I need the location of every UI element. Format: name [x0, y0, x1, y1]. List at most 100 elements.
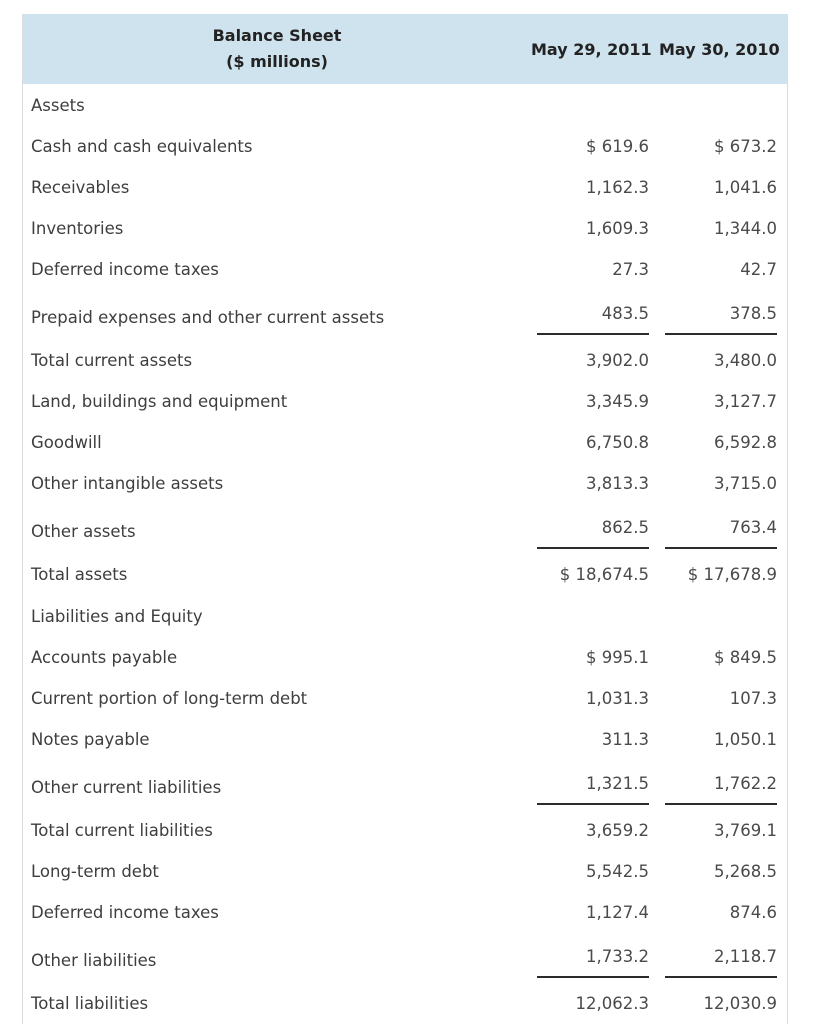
value-2011: $ 18,674.5 — [559, 565, 649, 584]
value-2011: 3,659.2 — [586, 821, 649, 840]
table-row: Total assets $ 18,674.5 $ 17,678.9 — [23, 554, 787, 595]
value-2010: 874.6 — [729, 903, 777, 922]
row-label: Goodwill — [31, 433, 102, 452]
value-2011 — [531, 595, 659, 637]
table-row: Notes payable 311.3 1,050.1 — [23, 719, 787, 760]
row-label: Other assets — [31, 521, 136, 541]
value-2010-cell: 378.5 — [659, 290, 787, 340]
table-row: Deferred income taxes 1,127.4 874.6 — [23, 892, 787, 933]
value-2010: 3,127.7 — [714, 392, 777, 411]
table-body: Assets Cash and cash equivalents $ 619.6 $ … — [23, 84, 787, 1024]
value-2011: 1,162.3 — [586, 178, 649, 197]
table-row: Total liabilities 12,062.3 12,030.9 — [23, 983, 787, 1024]
section-label: Assets — [31, 95, 85, 115]
value-2010: 12,030.9 — [703, 994, 777, 1013]
table-row: Long-term debt 5,542.5 5,268.5 — [23, 851, 787, 892]
table-row: Cash and cash equivalents $ 619.6 $ 673.2 — [23, 126, 787, 167]
row-label: Other liabilities — [31, 950, 157, 970]
row-label: Inventories — [31, 219, 124, 238]
row-label: Total current assets — [31, 351, 193, 370]
balance-sheet-table: Balance Sheet ($ millions) May 29, 2011 … — [23, 14, 787, 1024]
table-row: Inventories 1,609.3 1,344.0 — [23, 208, 787, 249]
value-2010: 378.5 — [665, 304, 777, 335]
section-label: Liabilities and Equity — [31, 606, 203, 626]
row-label: Prepaid expenses and other current asset… — [31, 307, 385, 327]
value-2010-cell: 1,762.2 — [659, 760, 787, 810]
table-row: Receivables 1,162.3 1,041.6 — [23, 167, 787, 208]
row-label: Long-term debt — [31, 862, 159, 881]
value-2011: 27.3 — [612, 260, 649, 279]
value-2011: 1,031.3 — [586, 689, 649, 708]
value-2011-cell: 862.5 — [531, 504, 659, 554]
table-header: Balance Sheet ($ millions) May 29, 2011 … — [23, 14, 787, 84]
table-row: Other intangible assets 3,813.3 3,715.0 — [23, 463, 787, 504]
value-2010: 3,480.0 — [714, 351, 777, 370]
value-2010-cell: 763.4 — [659, 504, 787, 554]
value-2010: 1,041.6 — [714, 178, 777, 197]
value-2010: 107.3 — [729, 689, 777, 708]
value-2010: $ 849.5 — [714, 648, 777, 667]
header-row: Balance Sheet ($ millions) May 29, 2011 … — [23, 14, 787, 84]
value-2011-cell: 1,321.5 — [531, 760, 659, 810]
table-row: Accounts payable $ 995.1 $ 849.5 — [23, 637, 787, 678]
value-2011: $ 995.1 — [586, 648, 649, 667]
value-2010: $ 17,678.9 — [687, 565, 777, 584]
table-title-line2: ($ millions) — [226, 52, 328, 71]
value-2010: 3,715.0 — [714, 474, 777, 493]
value-2011: 1,321.5 — [537, 774, 649, 805]
table-row: Total current assets 3,902.0 3,480.0 — [23, 340, 787, 381]
value-2011: 3,345.9 — [586, 392, 649, 411]
value-2011: 5,542.5 — [586, 862, 649, 881]
row-label: Cash and cash equivalents — [31, 137, 253, 156]
section-row: Liabilities and Equity — [23, 595, 787, 637]
table-row: Goodwill 6,750.8 6,592.8 — [23, 422, 787, 463]
value-2011: 311.3 — [601, 730, 649, 749]
value-2011: 1,733.2 — [537, 947, 649, 978]
section-row: Assets — [23, 84, 787, 126]
row-label: Deferred income taxes — [31, 903, 219, 922]
row-label: Notes payable — [31, 730, 150, 749]
row-label: Receivables — [31, 178, 130, 197]
row-label: Total current liabilities — [31, 821, 213, 840]
row-label: Deferred income taxes — [31, 260, 219, 279]
value-2010 — [659, 595, 787, 637]
value-2010: 42.7 — [740, 260, 777, 279]
value-2010: 1,344.0 — [714, 219, 777, 238]
column-header-2011: May 29, 2011 — [531, 14, 659, 84]
value-2011: 862.5 — [537, 518, 649, 549]
balance-sheet-table-container: Balance Sheet ($ millions) May 29, 2011 … — [22, 14, 788, 1024]
value-2011: 483.5 — [537, 304, 649, 335]
value-2011: $ 619.6 — [586, 137, 649, 156]
value-2010: 2,118.7 — [665, 947, 777, 978]
value-2010 — [659, 84, 787, 126]
value-2010: 1,050.1 — [714, 730, 777, 749]
value-2010: $ 673.2 — [714, 137, 777, 156]
column-header-2010: May 30, 2010 — [659, 14, 787, 84]
row-label: Total liabilities — [31, 994, 149, 1013]
row-label: Other intangible assets — [31, 474, 224, 493]
value-2011-cell: 1,733.2 — [531, 933, 659, 983]
row-label: Accounts payable — [31, 648, 178, 667]
table-row: Other assets 862.5 763.4 — [23, 504, 787, 554]
value-2010: 3,769.1 — [714, 821, 777, 840]
value-2011: 3,902.0 — [586, 351, 649, 370]
row-label: Land, buildings and equipment — [31, 392, 288, 411]
row-label: Current portion of long-term debt — [31, 689, 308, 708]
value-2010-cell: 2,118.7 — [659, 933, 787, 983]
row-label: Total assets — [31, 565, 128, 584]
value-2011: 1,127.4 — [586, 903, 649, 922]
table-row: Prepaid expenses and other current asset… — [23, 290, 787, 340]
value-2011: 6,750.8 — [586, 433, 649, 452]
table-row: Total current liabilities 3,659.2 3,769.1 — [23, 810, 787, 851]
value-2011 — [531, 84, 659, 126]
value-2010: 6,592.8 — [714, 433, 777, 452]
value-2011: 3,813.3 — [586, 474, 649, 493]
table-row: Land, buildings and equipment 3,345.9 3,12… — [23, 381, 787, 422]
value-2011-cell: 483.5 — [531, 290, 659, 340]
row-label: Other current liabilities — [31, 777, 222, 797]
table-title: Balance Sheet ($ millions) — [23, 14, 531, 84]
value-2011: 12,062.3 — [575, 994, 649, 1013]
value-2010: 5,268.5 — [714, 862, 777, 881]
value-2011: 1,609.3 — [586, 219, 649, 238]
